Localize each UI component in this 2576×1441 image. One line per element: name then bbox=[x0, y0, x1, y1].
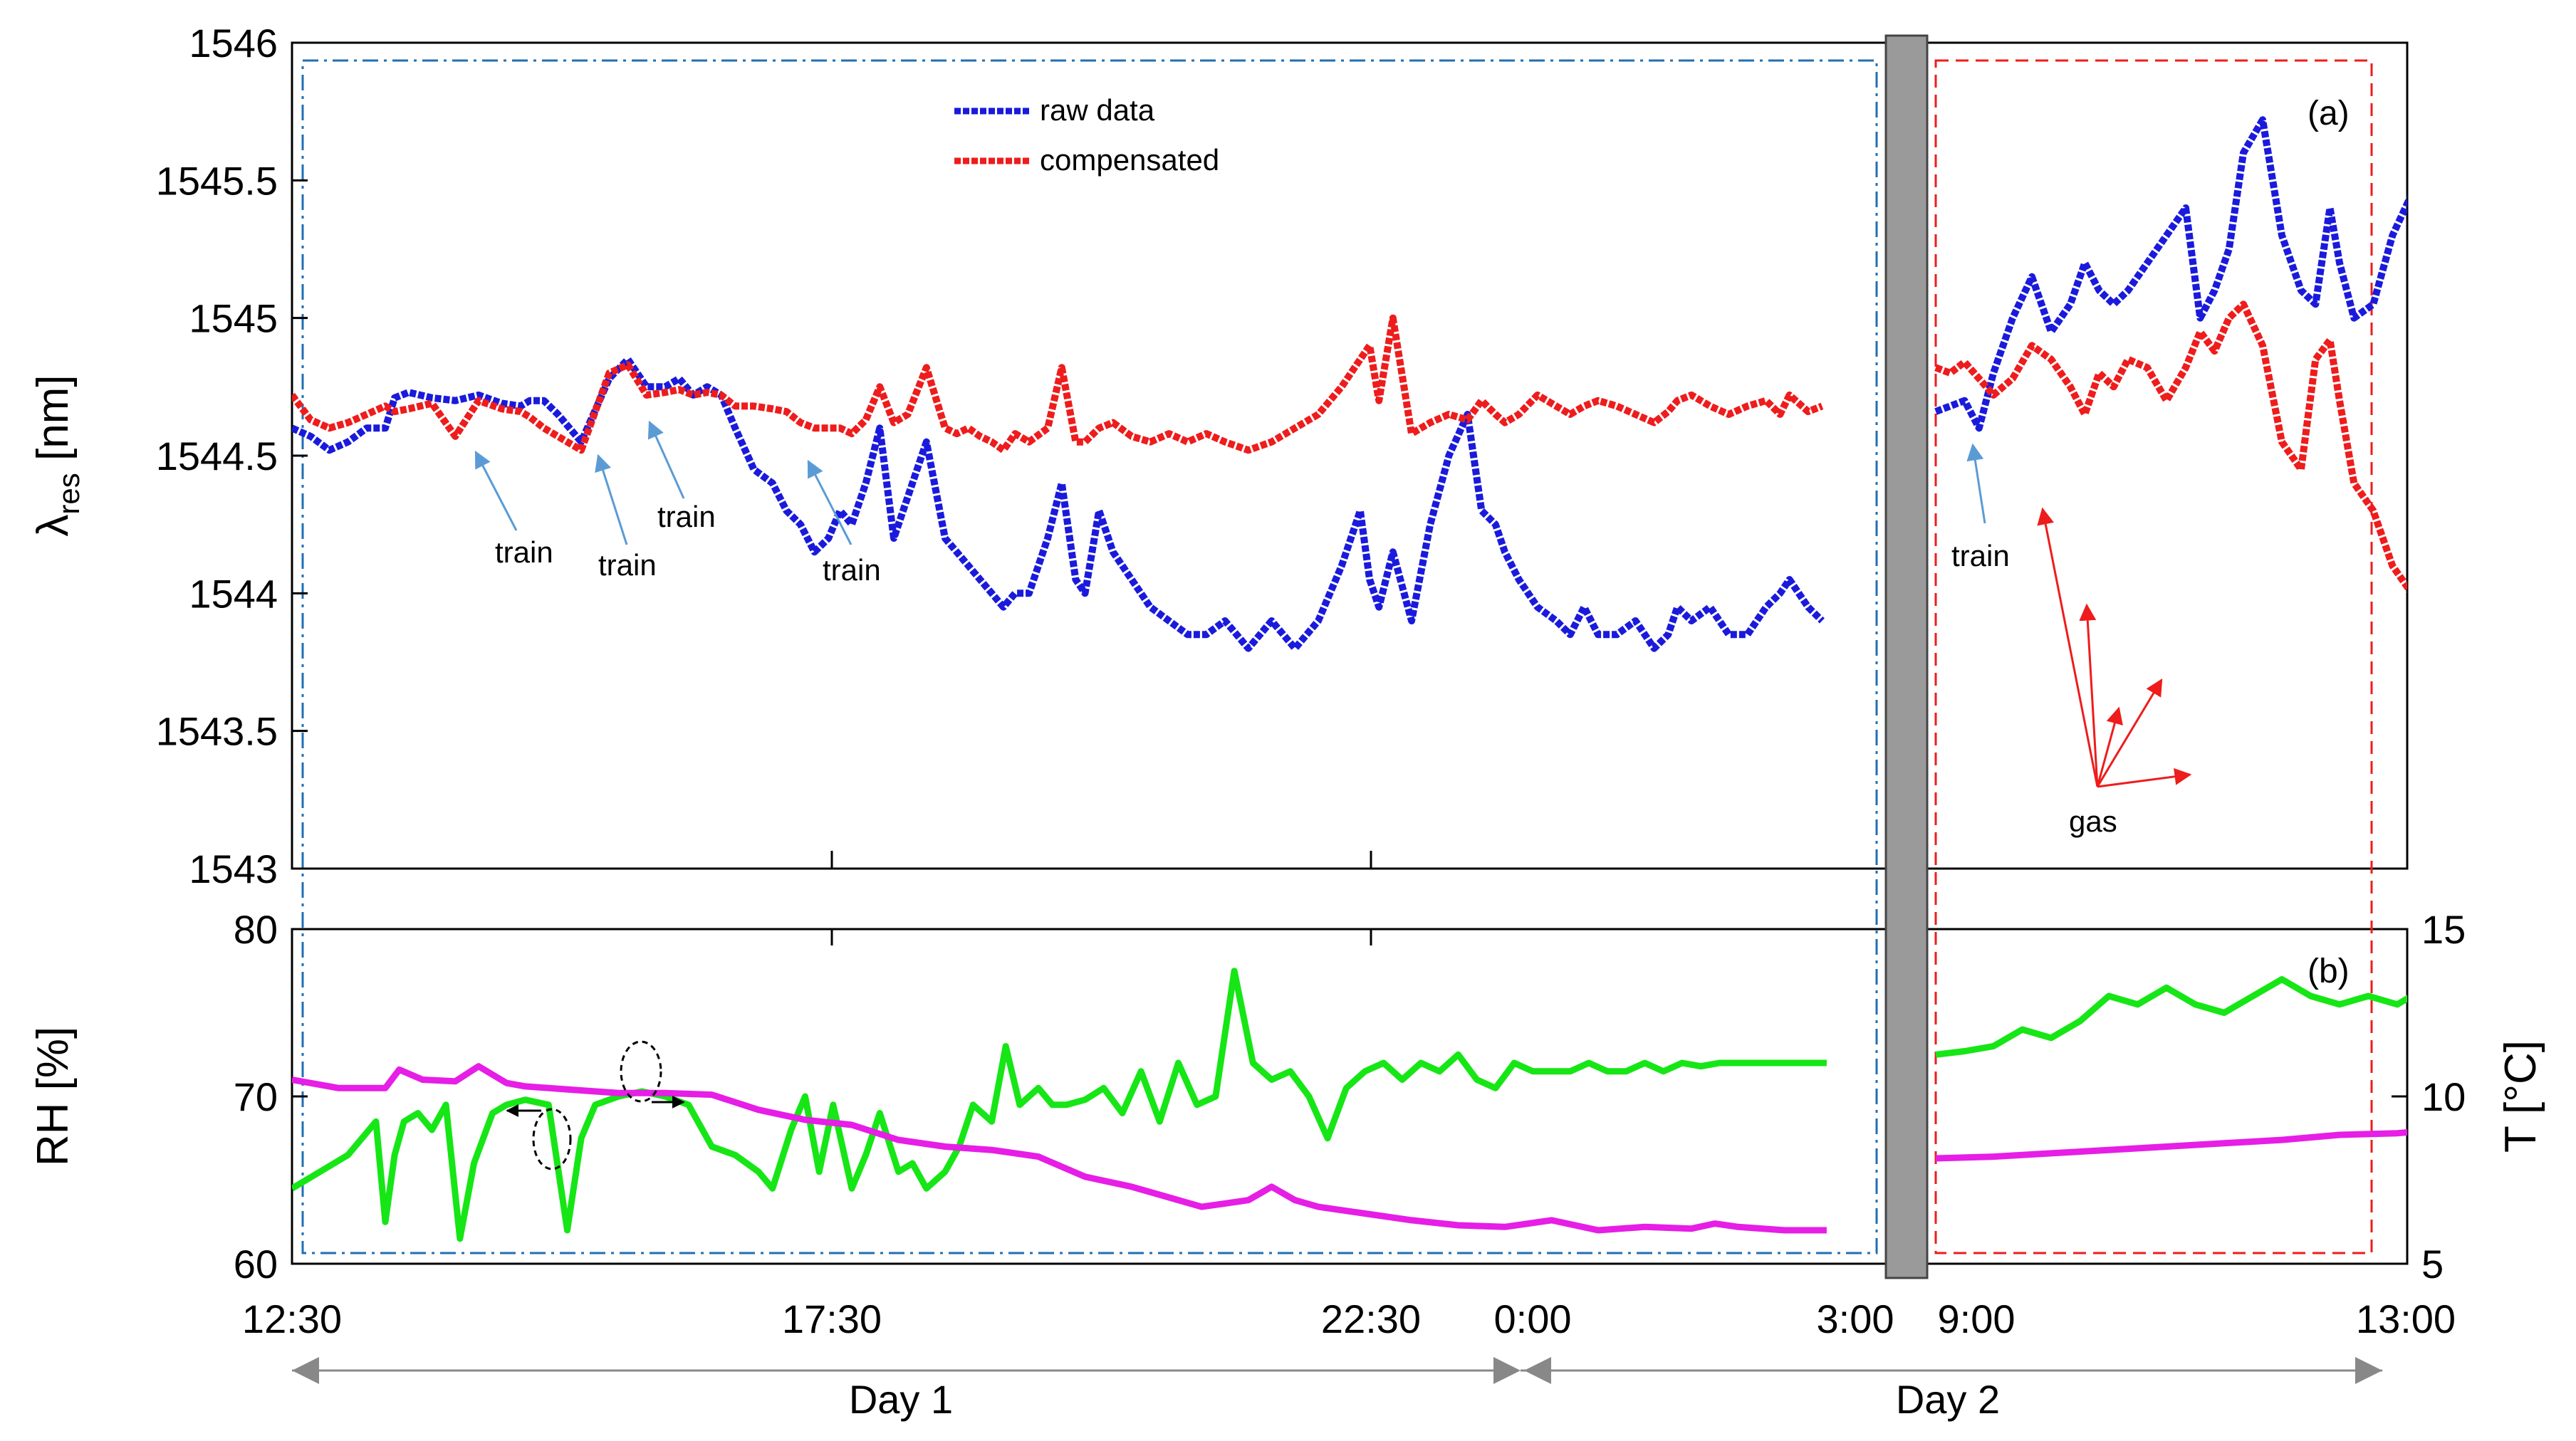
y-axis-label-b-left: RH [%] bbox=[28, 1027, 78, 1166]
annotation-train-2: train bbox=[598, 548, 657, 582]
annotation-gas: gas bbox=[2037, 507, 2192, 838]
x-tick-2230: 22:30 bbox=[1321, 1296, 1421, 1341]
series-raw-data-day1 bbox=[292, 355, 1825, 652]
y-tick-label-a-1: 1543.5 bbox=[156, 709, 278, 754]
series-rh-day1 bbox=[292, 968, 1827, 1242]
annotation-train-5: train bbox=[1951, 539, 2010, 572]
legend: raw data compensated bbox=[954, 93, 1219, 177]
day-arrows: Day 1 Day 2 bbox=[292, 1357, 2382, 1422]
series-rh-day2 bbox=[1935, 976, 2407, 1058]
y-tick-label-a-4: 1545 bbox=[189, 296, 278, 341]
x-tick-labels: 12:30 17:30 22:30 0:00 3:00 9:00 13:00 bbox=[242, 1296, 2456, 1341]
legend-label-raw-data: raw data bbox=[1040, 93, 1155, 127]
series-compensated-day1 bbox=[292, 314, 1824, 454]
annotation-train-4: train bbox=[823, 553, 881, 587]
annotation-ellipses bbox=[506, 1040, 685, 1170]
x-tick-1230: 12:30 bbox=[242, 1296, 342, 1341]
x-tick-marks bbox=[830, 851, 1372, 945]
x-tick-1300: 13:00 bbox=[2356, 1296, 2456, 1341]
y-axis-b: 60 70 80 5 10 15 bbox=[234, 907, 2466, 1287]
annotation-gas-label: gas bbox=[2069, 805, 2117, 838]
day2-region-box bbox=[1934, 59, 2373, 1254]
annotations-train: train train train train train bbox=[474, 420, 2010, 587]
y-tick-label-a-2: 1544 bbox=[189, 571, 278, 616]
y-axis-a: 1543 1543.5 1544 1544.5 1545 1545.5 1546 bbox=[156, 21, 308, 891]
y-tick-label-a-6: 1546 bbox=[189, 21, 278, 66]
x-tick-0000: 0:00 bbox=[1494, 1296, 1572, 1341]
panel-label-b: (b) bbox=[2308, 953, 2350, 990]
series-raw-data-day2 bbox=[1934, 116, 2407, 432]
annotation-train-1: train bbox=[495, 535, 553, 569]
y-tick-label-b-left-2: 80 bbox=[234, 907, 278, 952]
ellipse-rh-marker bbox=[532, 1108, 572, 1170]
x-tick-0300: 3:00 bbox=[1817, 1296, 1894, 1341]
y-tick-label-a-5: 1545.5 bbox=[156, 158, 278, 203]
annotation-train-3: train bbox=[657, 500, 716, 533]
y-tick-label-a-0: 1543 bbox=[189, 847, 278, 891]
series-temperature-day2 bbox=[1935, 1128, 2407, 1162]
day-label-2: Day 2 bbox=[1896, 1377, 2000, 1422]
panel-label-a: (a) bbox=[2308, 95, 2350, 132]
x-tick-1730: 17:30 bbox=[782, 1296, 882, 1341]
y-axis-label-b-right: T [°C] bbox=[2496, 1040, 2545, 1153]
y-tick-label-b-left-1: 70 bbox=[234, 1074, 278, 1119]
ellipse-t-marker bbox=[620, 1040, 662, 1103]
y-tick-label-a-3: 1544.5 bbox=[156, 434, 278, 478]
axis-break-bar bbox=[1884, 34, 1929, 1279]
y-tick-label-b-left-0: 60 bbox=[234, 1242, 278, 1287]
y-tick-label-b-right-2: 15 bbox=[2421, 907, 2466, 952]
series-compensated-day2 bbox=[1934, 300, 2407, 594]
legend-label-compensated: compensated bbox=[1040, 143, 1219, 177]
y-tick-label-b-right-0: 5 bbox=[2421, 1242, 2444, 1287]
day1-region-box bbox=[301, 59, 1878, 1254]
y-axis-label-a: λres [nm] bbox=[28, 374, 85, 536]
x-tick-0900: 9:00 bbox=[1938, 1296, 2016, 1341]
y-tick-label-b-right-1: 10 bbox=[2421, 1074, 2466, 1119]
day-label-1: Day 1 bbox=[849, 1377, 953, 1422]
series-temperature-day1 bbox=[292, 1063, 1827, 1234]
